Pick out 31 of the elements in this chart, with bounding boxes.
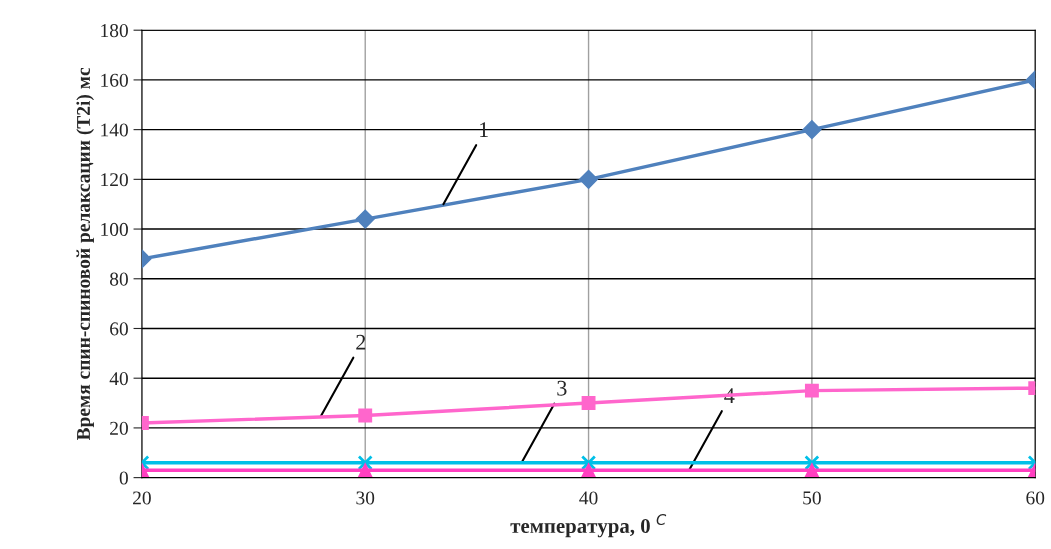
annotation: 3	[557, 380, 567, 396]
point	[581, 463, 596, 478]
point	[355, 209, 375, 229]
x-tick-label: 50	[803, 491, 821, 505]
y-tick-label: 100	[101, 222, 128, 236]
x-tick-label: 20	[133, 491, 151, 505]
point	[358, 408, 373, 423]
y-tick-label: 140	[101, 123, 128, 137]
point	[358, 463, 373, 478]
y-tick-label: 0	[119, 471, 128, 485]
x-axis-title: температура, 0 $^{C}$	[510, 514, 667, 538]
y-tick-label: 180	[101, 24, 128, 38]
point	[804, 463, 819, 478]
x-tick-label: 30	[356, 491, 375, 505]
annotation: 2	[356, 334, 366, 350]
x-tick-label: 40	[579, 491, 598, 505]
point	[802, 120, 822, 140]
x-tick-label: 60	[1026, 491, 1045, 505]
point	[581, 396, 596, 411]
y-tick-label: 40	[109, 372, 128, 386]
point	[804, 383, 819, 398]
y-tick-label: 120	[101, 173, 128, 187]
y-tick-label: 160	[101, 73, 128, 87]
y-tick-label: 20	[110, 421, 128, 435]
y-tick-label: 60	[110, 322, 128, 336]
point	[804, 455, 820, 471]
y-axis-title: Время спин-спиновой релаксации (T2i) мс	[76, 67, 94, 441]
y-tick-label: 80	[109, 272, 128, 286]
point	[357, 455, 373, 471]
point	[580, 455, 597, 471]
point	[579, 169, 599, 189]
